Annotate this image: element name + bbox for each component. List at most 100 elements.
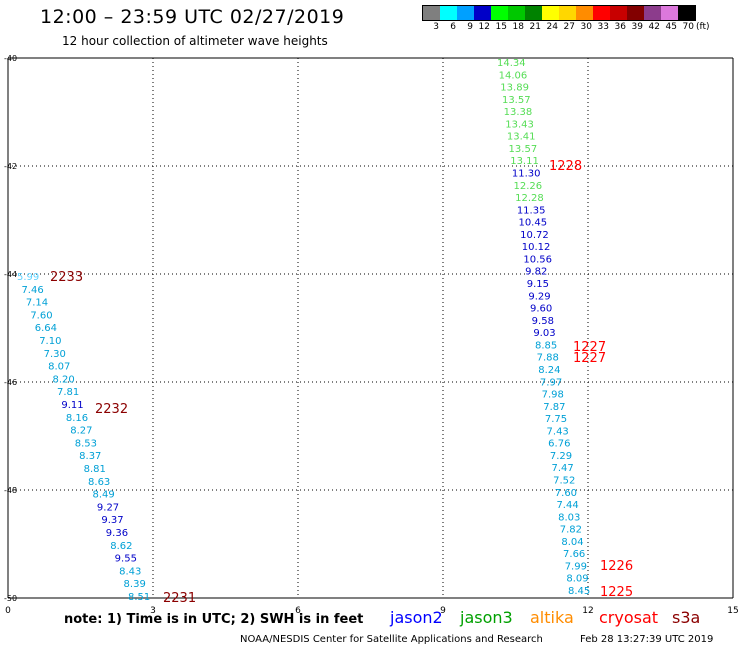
wave-height-label: 12.28 xyxy=(515,193,544,204)
track-id-label: 1227 xyxy=(573,351,606,366)
color-legend-bar xyxy=(422,5,696,21)
wave-height-label: 8.16 xyxy=(66,413,88,424)
wave-height-label: 10.12 xyxy=(522,242,551,253)
map-title: 12:00 – 23:59 UTC 02/27/2019 xyxy=(40,6,345,28)
legend-swatch xyxy=(576,6,593,20)
wave-height-label: 8.49 xyxy=(92,490,114,501)
wave-height-label: 12.26 xyxy=(514,181,543,192)
wave-height-label: 10.45 xyxy=(518,218,547,229)
legend-label: 36 xyxy=(614,22,626,32)
wave-height-label: 8.09 xyxy=(566,574,588,585)
wave-height-label: 8.07 xyxy=(48,362,70,373)
wave-height-label: 11.30 xyxy=(512,169,541,180)
units-note: note: 1) Time is in UTC; 2) SWH is in fe… xyxy=(64,612,364,627)
legend-swatch xyxy=(627,6,644,20)
legend-label: 39 xyxy=(631,22,643,32)
satellite-legend-altika: altika xyxy=(530,608,574,627)
wave-height-label: 7.43 xyxy=(547,426,569,437)
satellite-legend-jason2: jason2 xyxy=(390,608,443,627)
legend-swatch xyxy=(508,6,525,20)
track-id-label: 1225 xyxy=(600,585,633,600)
wave-height-label: 9.55 xyxy=(115,554,137,565)
wave-height-label: 13.57 xyxy=(509,144,538,155)
wave-height-label: 9.15 xyxy=(527,279,549,290)
wave-height-label: 7.88 xyxy=(537,353,559,364)
wave-height-label: 8.51 xyxy=(128,592,150,603)
legend-swatch xyxy=(440,6,457,20)
legend-swatch xyxy=(457,6,474,20)
generation-timestamp: Feb 28 13:27:39 UTC 2019 xyxy=(580,634,714,645)
track-id-label: 1227 xyxy=(573,340,606,355)
legend-swatch xyxy=(678,6,695,20)
legend-swatch xyxy=(610,6,627,20)
wave-height-label: 8.39 xyxy=(124,579,146,590)
wave-height-label: 7.99 xyxy=(565,561,587,572)
wave-height-label: 8.24 xyxy=(538,365,560,376)
wave-height-label: 9.36 xyxy=(106,528,128,539)
track-id-label: 2233 xyxy=(50,270,83,285)
wave-height-label: 7.82 xyxy=(560,525,582,536)
wave-height-label: 6.64 xyxy=(35,323,57,334)
wave-height-label: 13.11 xyxy=(510,156,539,167)
wave-height-label: 7.52 xyxy=(553,475,575,486)
legend-swatch xyxy=(491,6,508,20)
wave-height-label: 9.37 xyxy=(101,515,123,526)
legend-label: 33 xyxy=(597,22,609,32)
track-id-label: 1226 xyxy=(600,559,633,574)
wave-height-label: 7.75 xyxy=(545,414,567,425)
wave-height-label: 9.82 xyxy=(525,267,547,278)
legend-label: 9 xyxy=(467,22,473,32)
y-tick-label: -44 xyxy=(4,270,17,279)
wave-height-label: 8.63 xyxy=(88,477,110,488)
wave-height-label: 7.44 xyxy=(556,500,578,511)
y-tick-label: -50 xyxy=(4,594,17,603)
x-tick-label: 15 xyxy=(727,606,738,616)
satellite-legend-jason3: jason3 xyxy=(460,608,513,627)
wave-height-label: 7.66 xyxy=(563,549,585,560)
wave-height-label: 8.04 xyxy=(561,537,583,548)
y-tick-label: -42 xyxy=(4,162,17,171)
wave-height-label: 7.30 xyxy=(44,349,66,360)
satellite-legend-cryosat: cryosat xyxy=(599,608,659,627)
y-tick-label: -48 xyxy=(4,486,17,495)
legend-label: 45 xyxy=(665,22,677,32)
wave-height-label: 8.62 xyxy=(110,541,132,552)
x-tick-label: 12 xyxy=(582,606,593,616)
wave-height-label: 7.46 xyxy=(21,285,43,296)
wave-height-label: 9.03 xyxy=(533,328,555,339)
wave-height-label: 13.41 xyxy=(507,132,536,143)
legend-label: 3 xyxy=(433,22,439,32)
x-tick-label: 6 xyxy=(295,606,301,616)
wave-height-label: 13.38 xyxy=(504,107,533,118)
wave-height-label: 8.81 xyxy=(84,464,106,475)
wave-height-label: 9.11 xyxy=(61,400,83,411)
x-tick-label: 9 xyxy=(440,606,446,616)
track-id-label: 2232 xyxy=(95,402,128,417)
wave-height-label: 8.20 xyxy=(53,374,75,385)
wave-height-label: 7.14 xyxy=(26,298,48,309)
credit-line: NOAA/NESDIS Center for Satellite Applica… xyxy=(240,634,543,645)
wave-height-label: 7.29 xyxy=(550,451,572,462)
wave-height-label: 9.27 xyxy=(97,502,119,513)
wave-height-label: 8.53 xyxy=(75,438,97,449)
wave-height-label: 13.57 xyxy=(502,95,531,106)
legend-label: 70 xyxy=(682,22,694,32)
wave-height-label: 7.47 xyxy=(551,463,573,474)
y-tick-label: -40 xyxy=(4,54,17,63)
wave-height-label: 9.60 xyxy=(530,304,552,315)
wave-height-label: 8.27 xyxy=(70,426,92,437)
legend-swatch xyxy=(559,6,576,20)
track-id-label: 1228 xyxy=(549,159,582,174)
legend-label: 27 xyxy=(563,22,575,32)
legend-swatch xyxy=(542,6,559,20)
legend-label: 42 xyxy=(648,22,660,32)
wave-height-label: 10.72 xyxy=(520,230,549,241)
wave-height-label: 8.45 xyxy=(568,586,590,597)
legend-label: 6 xyxy=(450,22,456,32)
legend-swatch xyxy=(474,6,491,20)
legend-swatch xyxy=(644,6,661,20)
wave-height-label: 7.98 xyxy=(542,390,564,401)
wave-height-label: 13.43 xyxy=(505,119,534,130)
wave-height-label: 7.60 xyxy=(555,488,577,499)
wave-height-label: 5.99 xyxy=(17,272,39,283)
